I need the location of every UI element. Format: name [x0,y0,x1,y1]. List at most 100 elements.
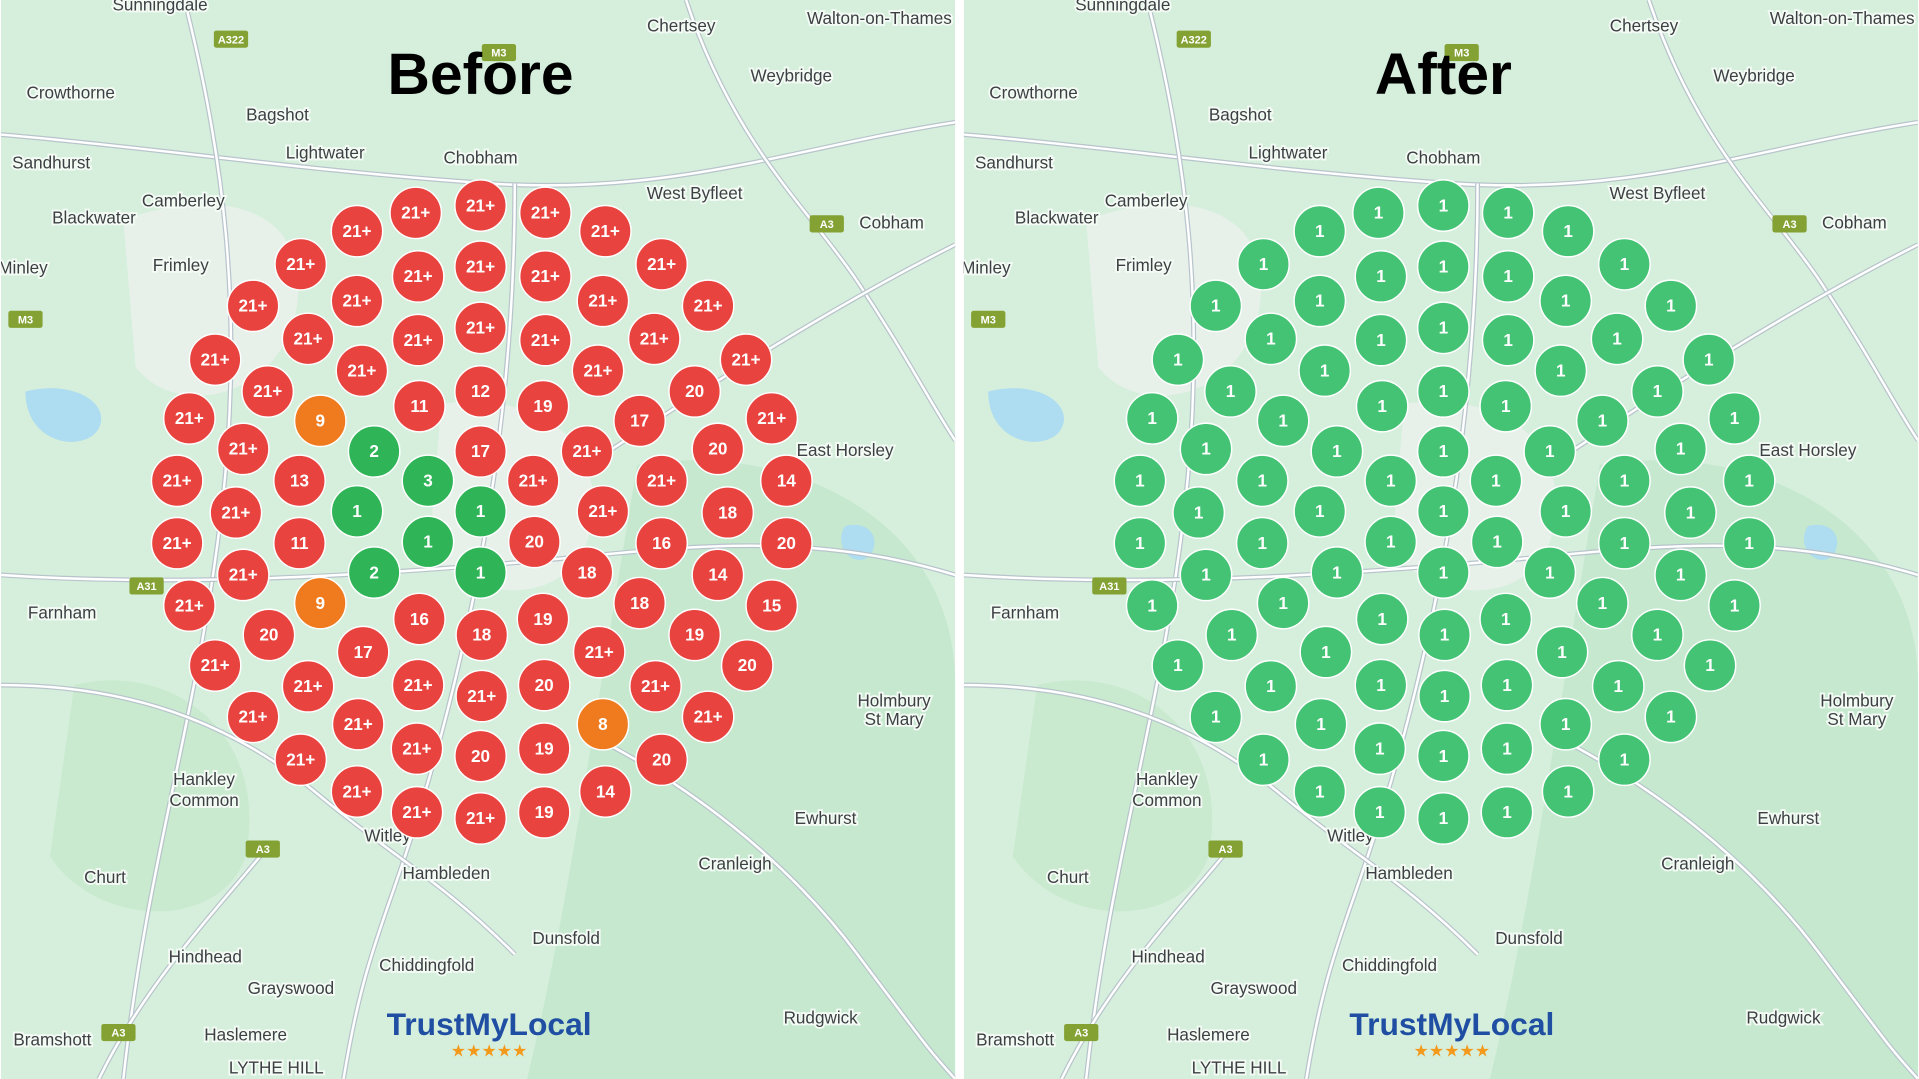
place-label: Blackwater [52,208,136,227]
rank-marker [1597,237,1651,291]
rank-label: 21+ [342,292,371,311]
rank-label: 21+ [342,222,371,241]
rank-marker [1125,391,1179,445]
rank-label: 1 [1376,676,1386,695]
rank-marker [391,658,445,712]
place-label: Sandhurst [12,153,90,172]
place-label: St Mary [865,710,924,729]
rank-marker [1722,516,1776,570]
rank-marker [1416,792,1470,845]
rank-label: 21+ [757,409,786,428]
rank-marker [1125,579,1179,632]
place-label: Hindhead [1131,947,1204,966]
rank-marker [1418,669,1471,723]
rank-marker [613,576,667,630]
road-label: A322 [1181,34,1207,46]
road-shield [971,310,1006,328]
rank-marker [273,454,326,508]
rank-label: 20 [525,533,544,552]
road [1,683,516,956]
rank-marker [1298,344,1352,398]
rank-label: 1 [1226,382,1236,401]
rank-label: 21+ [347,361,376,380]
urban-area [1086,204,1262,396]
rank-marker [454,424,507,478]
road-label: A3 [1783,219,1797,231]
rank-marker [576,697,630,751]
rank-label: 12 [471,382,490,401]
rank-label: 1 [1503,267,1513,286]
rank-marker [560,424,614,478]
rank-label: 1 [1173,656,1183,675]
rank-label: 1 [1259,750,1269,769]
rank-marker [1481,313,1535,367]
rank-marker [209,486,263,540]
rank-label: 1 [1666,297,1676,316]
place-label: Hankley [173,770,235,789]
road-label: A3 [1219,844,1233,856]
place-label: Weybridge [1713,67,1794,86]
place-label: Bramshott [13,1031,91,1050]
rank-marker [1244,312,1298,366]
rank-marker [629,659,682,713]
rank-marker [518,250,572,303]
rank-marker [454,240,507,294]
rank-label: 1 [1676,566,1686,585]
place-label: Bagshot [1209,106,1272,125]
rank-label: 14 [777,472,797,491]
place-label: Minley [961,259,1011,278]
rank-marker [1416,179,1470,232]
rank-label: 1 [1653,382,1663,401]
road [1060,843,1234,1079]
rank-marker [1416,484,1470,538]
rank-label: 1 [1563,782,1573,801]
place-label: Frimley [153,256,210,275]
rank-label: 21+ [647,472,676,491]
rank-label: 1 [1440,687,1450,706]
rank-label: 3 [423,472,433,491]
rank-marker [1597,454,1651,508]
place-label: Ewhurst [1757,809,1819,828]
rank-label: 21+ [531,267,560,286]
rank-marker [1416,424,1470,478]
place-label: Crowthorne [989,84,1077,103]
rank-label: 1 [1439,196,1449,215]
road-label: M3 [491,48,506,60]
rank-label: 21+ [238,297,267,316]
rank-marker [1539,484,1593,538]
rank-marker [1310,424,1364,478]
place-label: Churt [1047,868,1089,887]
place-label: Dunsfold [532,929,600,948]
rank-marker [1631,608,1684,662]
place-label: Cranleigh [698,854,771,873]
rank-marker [572,625,626,679]
rank-label: 21+ [253,382,282,401]
rank-label: 20 [777,534,796,553]
rank-label: 21+ [402,803,431,822]
road-label: M3 [981,314,996,326]
rank-label: 21+ [344,715,373,734]
rank-label: 1 [1147,409,1157,428]
rank-marker [1523,424,1577,478]
rank-label: 21+ [342,782,371,801]
urban-area [123,204,299,396]
brand: TrustMyLocal [387,1006,592,1042]
rank-marker [1189,279,1243,333]
road-shield [1444,44,1479,62]
rank-marker [390,785,444,839]
road [1647,0,1918,442]
rank-marker [454,546,507,599]
rank-label: 21+ [294,677,323,696]
rank-label: 21+ [519,472,548,491]
rank-label: 1 [1501,610,1511,629]
rank-marker [578,765,632,818]
rank-marker [454,729,507,783]
rank-marker [759,516,813,570]
rank-label: 1 [1375,803,1385,822]
place-label: Lightwater [1248,144,1327,163]
rank-marker [668,608,722,662]
rank-marker [455,669,509,723]
rank-marker [516,592,570,646]
